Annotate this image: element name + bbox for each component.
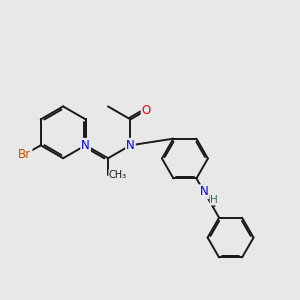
Text: Br: Br [18, 148, 32, 161]
Text: O: O [142, 104, 151, 117]
Text: H: H [211, 195, 218, 205]
Text: N: N [81, 139, 90, 152]
Text: CH₃: CH₃ [109, 170, 127, 180]
Text: N: N [200, 185, 208, 198]
Text: N: N [126, 139, 135, 152]
